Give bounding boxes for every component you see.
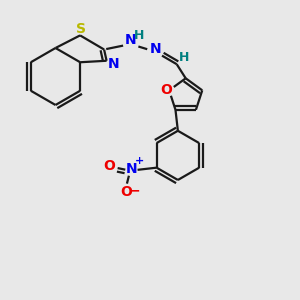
Text: N: N — [125, 33, 136, 47]
Text: O: O — [103, 160, 115, 173]
Text: S: S — [76, 22, 86, 36]
Text: O: O — [160, 83, 172, 97]
Text: +: + — [135, 156, 144, 166]
Text: N: N — [149, 42, 161, 56]
Text: N: N — [107, 57, 119, 71]
Text: O: O — [120, 185, 132, 199]
Text: N: N — [126, 162, 137, 176]
Text: H: H — [179, 51, 189, 64]
Text: H: H — [134, 28, 145, 42]
Text: −: − — [129, 183, 140, 197]
